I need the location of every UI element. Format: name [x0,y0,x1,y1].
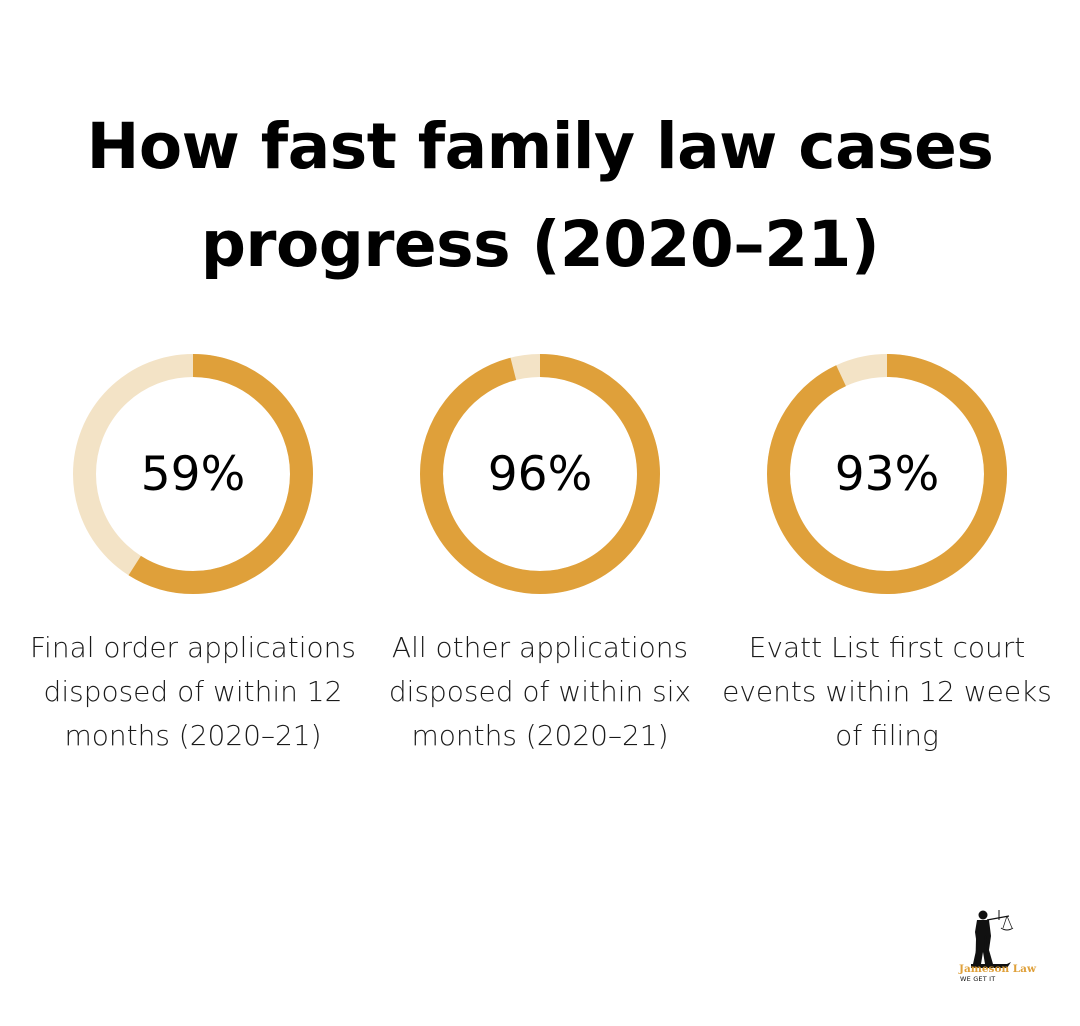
donut-chart-evatt-list: 93% [767,354,1007,594]
donut-chart-other-applications: 96% [420,354,660,594]
stat-caption: Evatt List first court events within 12 … [722,631,1052,752]
title-line-1: How fast family law cases [86,110,994,183]
donut-ring [767,354,1007,594]
logo-tagline: WE GET IT [960,975,996,983]
logo-name: Jameson Law [959,963,1036,975]
lady-justice-icon [971,910,1014,969]
percentage-value: 93% [834,446,940,502]
stat-caption: Final order applications disposed of wit… [29,631,357,752]
percentage-value: 96% [487,446,593,502]
title-line-2: progress (2020–21) [200,208,880,281]
stat-caption: All other applications disposed of withi… [388,631,692,752]
page-title: How fast family law cases progress (2020… [0,98,1080,294]
percentage-value: 59% [140,446,246,502]
donut-chart-final-orders: 59% [73,354,313,594]
donut-ring [420,354,660,594]
donut-ring [73,354,313,594]
